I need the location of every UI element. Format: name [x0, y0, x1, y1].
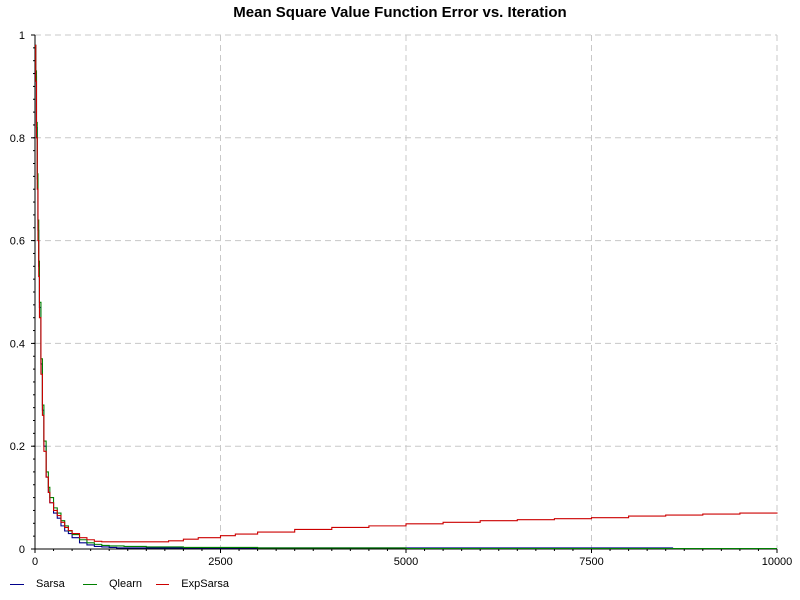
- legend-swatch: [156, 583, 170, 585]
- y-tick-label: 0.8: [10, 133, 25, 145]
- legend-item-expsarsa: ExpSarsa: [156, 578, 229, 590]
- legend-label: Sarsa: [36, 578, 65, 590]
- chart-title: Mean Square Value Function Error vs. Ite…: [233, 4, 567, 21]
- legend-swatch: [10, 583, 24, 585]
- y-tick-label: 0.6: [10, 236, 25, 248]
- series-line-sarsa: [35, 44, 674, 549]
- series-line-expsarsa: [35, 44, 778, 543]
- x-tick-label: 10000: [762, 556, 793, 568]
- legend-item-sarsa: Sarsa: [10, 578, 83, 590]
- ticks-layer: 0 0.2 0.4 0.6 0.8 1 0 2500 5000 7500 10000: [10, 30, 793, 568]
- x-tick-label: 7500: [579, 556, 603, 568]
- legend-label: ExpSarsa: [181, 578, 229, 590]
- legend-label: Qlearn: [109, 578, 143, 590]
- legend-swatch: [83, 583, 97, 585]
- y-tick-label: 1: [19, 30, 25, 42]
- x-tick-label: 5000: [394, 556, 418, 568]
- y-tick-label: 0.2: [10, 441, 25, 453]
- legend-item-qlearn: Qlearn: [83, 578, 156, 590]
- legend: Sarsa Qlearn ExpSarsa: [10, 578, 229, 590]
- y-tick-label: 0: [19, 544, 25, 556]
- series-layer: [35, 44, 778, 550]
- grid-layer: [35, 34, 778, 549]
- y-tick-label: 0.4: [10, 338, 25, 350]
- axes-layer: [34, 35, 777, 550]
- x-tick-label: 0: [32, 556, 38, 568]
- x-tick-label: 2500: [208, 556, 232, 568]
